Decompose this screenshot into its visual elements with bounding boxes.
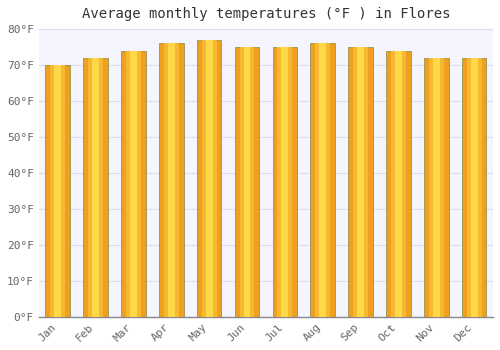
Bar [466, 58, 481, 317]
Bar [197, 40, 222, 317]
Bar [202, 40, 216, 317]
Bar [395, 51, 402, 317]
Bar [353, 47, 368, 317]
Bar [50, 65, 65, 317]
Bar [126, 51, 141, 317]
Bar [391, 51, 406, 317]
Bar [168, 43, 174, 317]
Bar [278, 47, 292, 317]
Bar [310, 43, 335, 317]
Bar [272, 47, 297, 317]
Bar [54, 65, 61, 317]
Bar [470, 58, 478, 317]
Bar [357, 47, 364, 317]
Bar [164, 43, 178, 317]
Bar [88, 58, 103, 317]
Bar [46, 65, 70, 317]
Bar [320, 43, 326, 317]
Bar [348, 47, 373, 317]
Bar [244, 47, 250, 317]
Bar [206, 40, 212, 317]
Bar [424, 58, 448, 317]
Bar [240, 47, 254, 317]
Title: Average monthly temperatures (°F ) in Flores: Average monthly temperatures (°F ) in Fl… [82, 7, 450, 21]
Bar [234, 47, 260, 317]
Bar [282, 47, 288, 317]
Bar [316, 43, 330, 317]
Bar [84, 58, 108, 317]
Bar [433, 58, 440, 317]
Bar [386, 51, 410, 317]
Bar [429, 58, 444, 317]
Bar [121, 51, 146, 317]
Bar [462, 58, 486, 317]
Bar [130, 51, 137, 317]
Bar [92, 58, 99, 317]
Bar [159, 43, 184, 317]
